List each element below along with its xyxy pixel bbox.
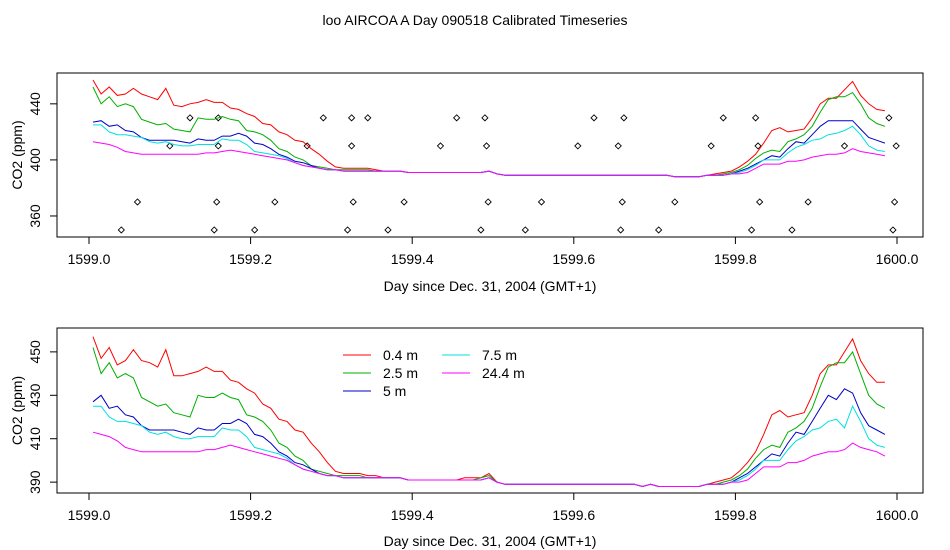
calibration-point xyxy=(343,226,352,234)
calibration-point xyxy=(590,114,598,122)
calibration-point xyxy=(213,198,221,206)
calibration-point xyxy=(617,226,625,234)
legend-label: 0.4 m xyxy=(383,347,418,363)
series-line-0-4-m xyxy=(92,79,885,178)
x-tick-label: 1599.4 xyxy=(391,507,434,523)
x-tick-label: 1600.0 xyxy=(876,507,919,523)
calibration-point xyxy=(890,198,899,206)
series-line-2-5-m xyxy=(92,86,886,178)
legend-label: 2.5 m xyxy=(383,365,418,381)
calibration-point xyxy=(436,142,445,150)
x-tick-label: 1599.0 xyxy=(68,507,111,523)
x-axis-label: Day since Dec. 31, 2004 (GMT+1) xyxy=(384,278,597,294)
series-line-0-4-m xyxy=(92,336,885,488)
calibration-point xyxy=(384,226,392,234)
legend-label: 24.4 m xyxy=(482,365,525,381)
figure-title: loo AIRCOA A Day 090518 Calibrated Times… xyxy=(322,12,627,28)
calibration-point xyxy=(214,142,222,150)
calibration-point xyxy=(804,198,812,206)
y-tick-label: 430 xyxy=(27,383,43,407)
calibration-point xyxy=(747,226,756,234)
series-line-24-4-m xyxy=(92,141,885,178)
calibration-point xyxy=(482,142,491,150)
y-axis-label: CO2 (ppm) xyxy=(9,120,25,189)
calibration-point xyxy=(166,142,174,150)
calibration-point xyxy=(186,114,194,122)
x-tick-label: 1600.0 xyxy=(876,251,919,267)
x-tick-label: 1599.8 xyxy=(714,251,757,267)
legend-label: 5 m xyxy=(383,383,406,399)
series-line-5-m xyxy=(92,388,886,488)
calibration-point xyxy=(400,198,408,206)
x-tick-label: 1599.8 xyxy=(714,507,757,523)
y-tick-label: 440 xyxy=(27,92,43,116)
calibration-point xyxy=(349,198,357,206)
calibration-point xyxy=(840,142,849,150)
series-line-7-5-m xyxy=(93,124,885,178)
calibration-point xyxy=(707,142,715,150)
x-tick-label: 1599.2 xyxy=(229,507,272,523)
calibration-point xyxy=(671,198,679,206)
calibration-point xyxy=(885,114,893,122)
series-line-2-5-m xyxy=(92,347,886,488)
calibration-point xyxy=(251,226,259,234)
calibration-point xyxy=(347,114,356,122)
legend: 0.4 m 2.5 m 5 m 7.5 m 24.4 m xyxy=(343,347,525,399)
calibration-point xyxy=(614,142,622,150)
top-panel: 1599.0 1599.2 1599.4 1599.6 1599.8 1600.0 360 4… xyxy=(9,72,924,294)
calibration-points xyxy=(117,114,900,234)
calibration-point xyxy=(477,226,485,234)
y-tick-label: 360 xyxy=(27,204,43,228)
y-tick-label: 450 xyxy=(27,340,43,364)
y-tick-label: 390 xyxy=(27,470,43,494)
calibration-point xyxy=(521,226,529,234)
calibration-point xyxy=(892,142,900,150)
calibration-point xyxy=(754,142,762,150)
calibration-point xyxy=(319,114,327,122)
calibration-point xyxy=(481,114,489,122)
calibration-point xyxy=(574,142,582,150)
bottom-panel: 1599.0 1599.2 1599.4 1599.6 1599.8 1600.0 390 4… xyxy=(9,327,924,549)
plot-frame xyxy=(56,72,924,238)
calibration-point xyxy=(756,198,764,206)
calibration-point xyxy=(271,198,279,206)
calibration-point xyxy=(719,114,727,122)
legend-label: 7.5 m xyxy=(482,347,517,363)
calibration-point xyxy=(210,226,218,234)
calibration-point xyxy=(537,198,546,206)
x-tick-label: 1599.4 xyxy=(391,251,434,267)
x-axis-label: Day since Dec. 31, 2004 (GMT+1) xyxy=(384,533,597,549)
x-tick-label: 1599.0 xyxy=(68,251,111,267)
calibration-point xyxy=(889,226,897,234)
series-line-5-m xyxy=(92,120,886,178)
calibration-point xyxy=(620,114,628,122)
x-tick-label: 1599.2 xyxy=(229,251,272,267)
calibration-point xyxy=(618,198,626,206)
series-line-7-5-m xyxy=(93,404,886,488)
calibration-point xyxy=(347,142,356,150)
calibration-point xyxy=(655,226,663,234)
calibration-point xyxy=(117,226,125,234)
y-tick-label: 400 xyxy=(27,148,43,172)
x-tick-label: 1599.6 xyxy=(552,507,595,523)
plot-frame xyxy=(56,327,924,494)
calibration-point xyxy=(484,198,492,206)
calibration-point xyxy=(751,114,760,122)
calibration-point xyxy=(788,226,796,234)
y-tick-label: 410 xyxy=(27,427,43,451)
series-line-24-4-m xyxy=(92,431,886,488)
y-axis-label: CO2 (ppm) xyxy=(9,376,25,445)
calibration-point xyxy=(453,114,461,122)
calibration-point xyxy=(303,142,311,150)
calibration-point xyxy=(364,114,372,122)
calibration-point xyxy=(133,198,142,206)
x-tick-label: 1599.6 xyxy=(552,251,595,267)
